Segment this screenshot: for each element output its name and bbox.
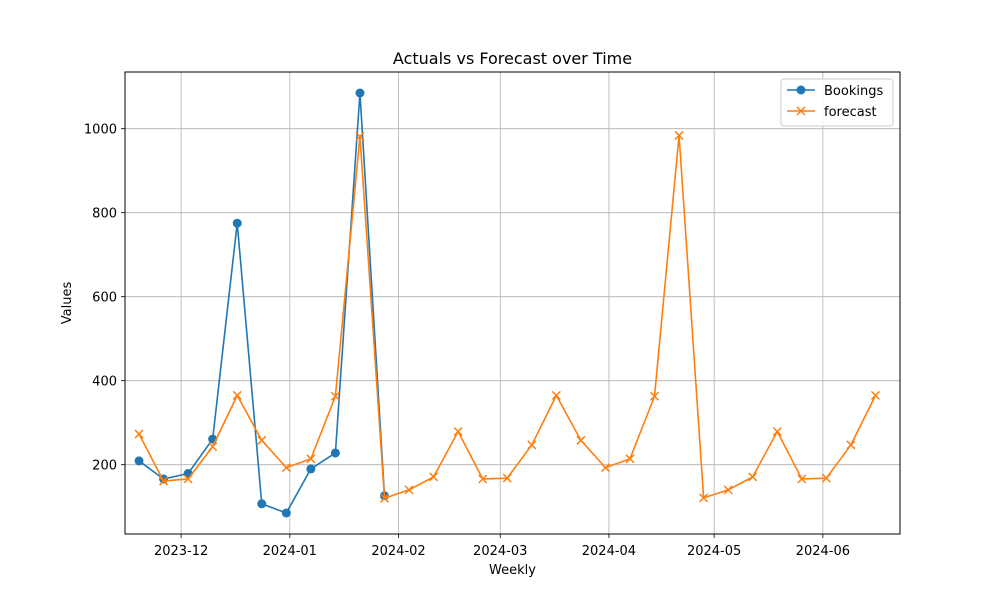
data-point-forecast — [502, 473, 512, 483]
series-layer — [134, 88, 880, 518]
data-point-forecast — [821, 473, 831, 483]
data-point-forecast — [723, 485, 733, 495]
x-tick-label: 2024-03 — [473, 544, 527, 559]
plot-area-frame — [124, 71, 901, 535]
data-point-forecast — [870, 390, 880, 400]
x-tick-label: 2024-06 — [796, 544, 850, 559]
data-point-forecast — [429, 472, 439, 482]
data-point-forecast — [257, 435, 267, 445]
chart-title: Actuals vs Forecast over Time — [393, 49, 632, 68]
tick-layer: 2023-12 2024-01 2024-02 2024-03 2024-04 2024-… — [84, 123, 850, 559]
data-point-forecast — [379, 493, 390, 503]
data-point-bookings — [306, 464, 316, 474]
legend-marker-forecast — [796, 106, 806, 116]
data-point-forecast — [134, 429, 144, 439]
data-point-forecast — [478, 474, 488, 484]
data-point-forecast — [330, 391, 340, 401]
data-point-forecast — [600, 463, 610, 473]
legend-label-bookings: Bookings — [824, 84, 883, 99]
data-point-forecast — [159, 476, 169, 486]
data-point-forecast — [453, 426, 463, 437]
data-point-forecast — [674, 130, 684, 140]
data-point-bookings — [330, 448, 340, 458]
x-tick-label: 2024-02 — [371, 544, 425, 559]
grid-layer — [125, 72, 900, 534]
data-point-forecast — [208, 442, 218, 452]
x-tick-label: 2024-01 — [263, 544, 317, 559]
data-point-bookings — [257, 499, 267, 509]
y-tick-label: 200 — [92, 459, 117, 474]
legend-label-forecast: forecast — [824, 105, 877, 120]
data-point-bookings — [355, 88, 365, 98]
y-axis-label: Values — [60, 282, 75, 325]
data-point-forecast — [281, 463, 291, 473]
data-point-forecast — [404, 485, 414, 495]
data-point-forecast — [797, 474, 807, 484]
data-point-forecast — [772, 426, 782, 437]
data-point-forecast — [625, 454, 635, 464]
data-point-bookings — [281, 508, 291, 518]
data-point-forecast — [183, 474, 193, 484]
data-point-forecast — [232, 390, 242, 400]
data-point-forecast — [649, 391, 660, 401]
data-point-forecast — [576, 435, 586, 445]
data-point-forecast — [699, 493, 709, 503]
y-tick-label: 600 — [92, 291, 117, 306]
data-point-forecast — [306, 454, 316, 464]
legend: Bookings forecast — [780, 78, 894, 127]
data-point-bookings — [232, 218, 242, 228]
x-tick-label: 2024-05 — [687, 544, 741, 559]
data-point-bookings — [134, 456, 144, 466]
y-tick-label: 1000 — [84, 123, 117, 138]
data-point-forecast — [748, 472, 758, 482]
x-axis-label: Weekly — [489, 563, 536, 578]
data-point-forecast — [355, 131, 365, 141]
legend-marker-bookings — [796, 85, 806, 95]
data-point-forecast — [551, 390, 561, 400]
x-tick-label: 2023-12 — [154, 544, 208, 559]
y-tick-label: 800 — [92, 207, 117, 222]
data-point-forecast — [846, 440, 856, 450]
y-tick-label: 400 — [92, 375, 117, 390]
x-tick-label: 2024-04 — [582, 544, 636, 559]
data-point-forecast — [527, 440, 537, 450]
